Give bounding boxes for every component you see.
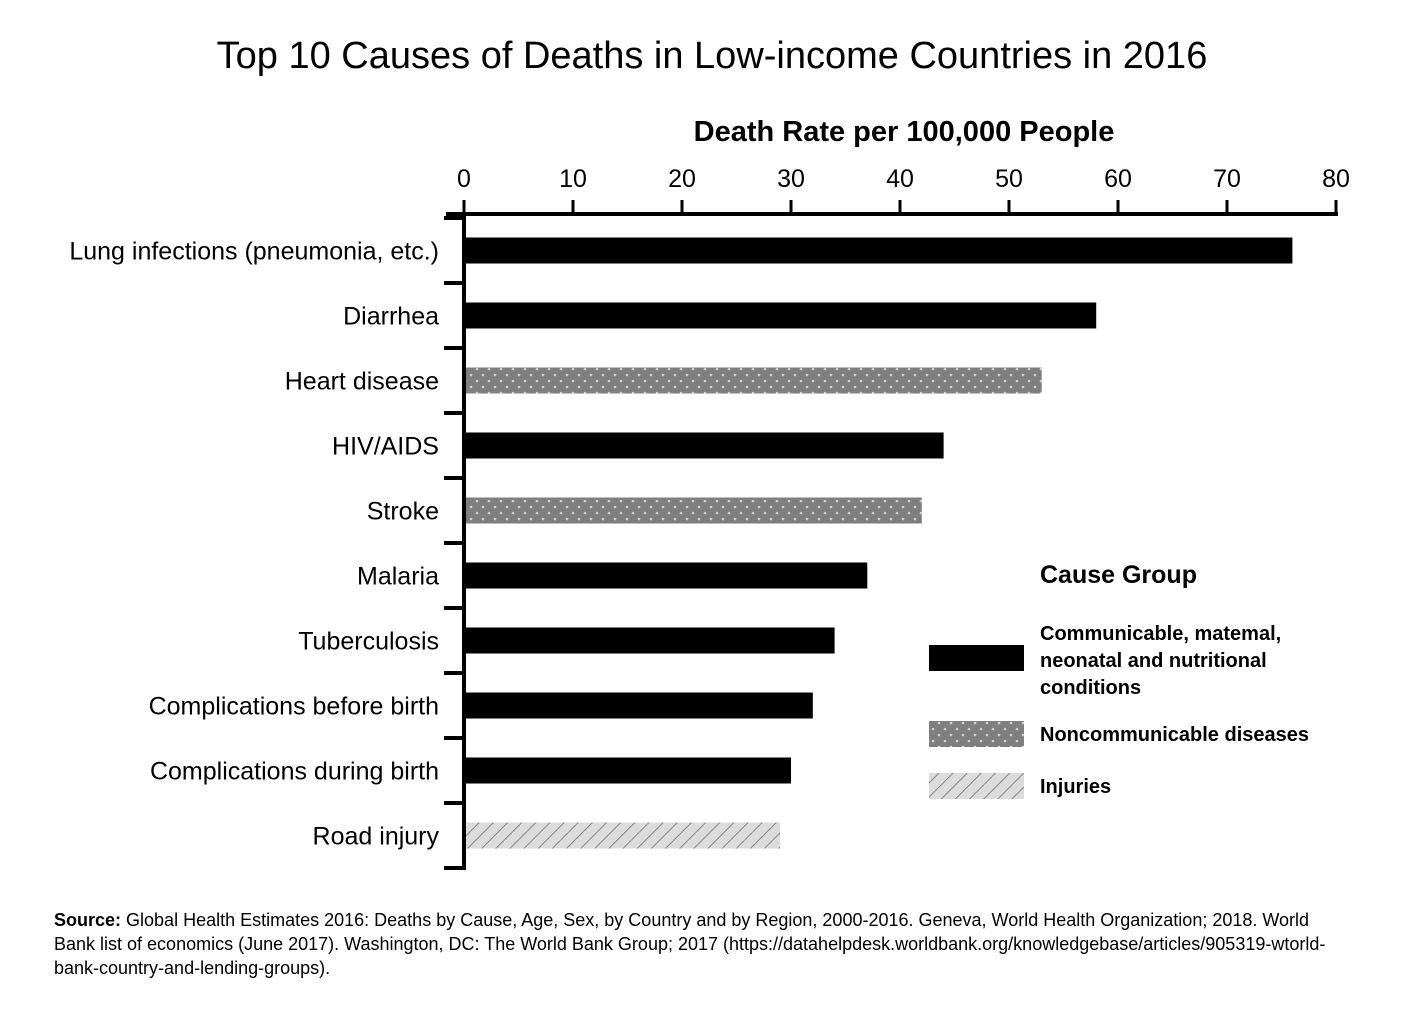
x-tick-label: 40 (886, 165, 914, 193)
bar (466, 562, 868, 589)
bar (466, 237, 1293, 264)
bar (466, 432, 944, 459)
bar (466, 692, 813, 719)
legend-swatch (929, 721, 1024, 747)
x-tick-label: 60 (1104, 165, 1132, 193)
category-label: Complications before birth (149, 693, 439, 721)
x-axis-title: Death Rate per 100,000 People (694, 116, 1115, 148)
x-tick-label: 80 (1322, 165, 1350, 193)
legend-label: neonatal and nutritional (1040, 650, 1267, 672)
chart-title: Top 10 Causes of Deaths in Low-income Co… (217, 35, 1208, 77)
legend-label: Injuries (1040, 776, 1111, 798)
legend-title: Cause Group (1040, 561, 1197, 589)
bar (466, 302, 1097, 329)
bar (466, 822, 781, 849)
category-label: Stroke (367, 498, 439, 526)
x-tick-label: 70 (1213, 165, 1241, 193)
bar-chart: Top 10 Causes of Deaths in Low-income Co… (69, 35, 1350, 870)
x-tick-label: 50 (995, 165, 1023, 193)
legend: Cause Group Communicable, matemal, neonata… (929, 561, 1309, 799)
bar (466, 497, 922, 524)
x-tick-label: 20 (668, 165, 696, 193)
category-label: Malaria (357, 563, 439, 591)
x-tick-label: 10 (559, 165, 587, 193)
category-label: Lung infections (pneumonia, etc.) (69, 238, 439, 266)
x-tick-label: 0 (457, 165, 471, 193)
bar (466, 627, 835, 654)
legend-label: Noncommunicable diseases (1040, 724, 1309, 746)
category-label: Diarrhea (343, 303, 439, 331)
legend-swatch (929, 645, 1024, 671)
legend-label: Communicable, matemal, (1040, 623, 1281, 645)
category-label: Road injury (313, 823, 440, 851)
bars (466, 237, 1293, 849)
x-axis: 0 10 20 30 40 50 60 70 80 (444, 165, 1350, 870)
source-note: Source: Global Health Estimates 2016: De… (54, 908, 1354, 980)
x-tick-label: 30 (777, 165, 805, 193)
category-label: Tuberculosis (298, 628, 439, 656)
source-text: Global Health Estimates 2016: Deaths by … (54, 910, 1326, 978)
category-label: Heart disease (285, 368, 439, 396)
bar (466, 757, 791, 784)
source-label: Source: (54, 910, 122, 930)
legend-swatch (929, 773, 1024, 799)
category-label: HIV/AIDS (332, 433, 439, 461)
bar (466, 367, 1042, 394)
legend-label: conditions (1040, 677, 1141, 699)
category-label: Complications during birth (150, 758, 439, 786)
category-labels: Lung infections (pneumonia, etc.) Diarrhe… (69, 238, 439, 851)
